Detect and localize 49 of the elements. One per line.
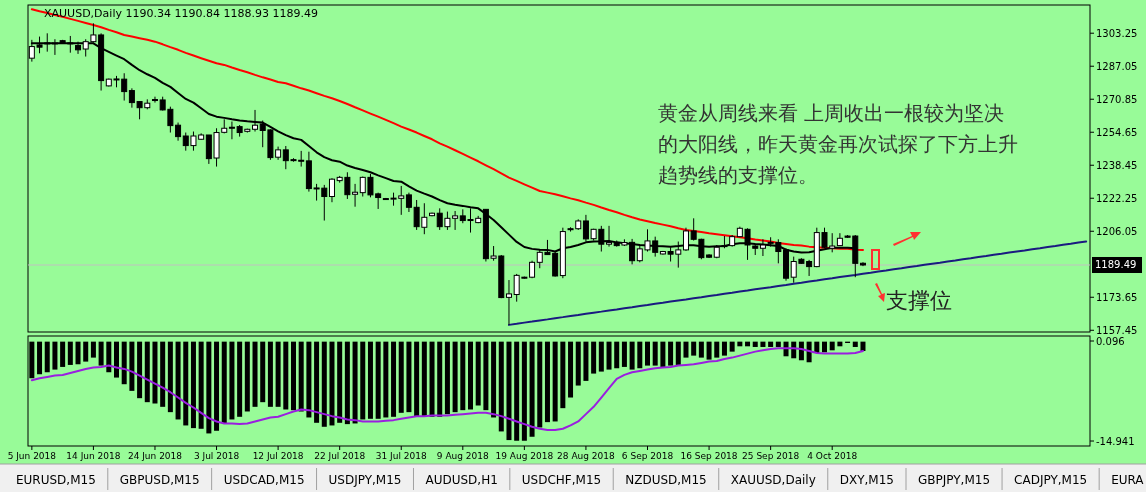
text: USDJPY,M15: [328, 473, 402, 487]
x-tick-label: 5 Jun 2018: [7, 451, 57, 461]
y-tick-label: -14.941: [1096, 435, 1135, 447]
text: DXY,M15: [839, 473, 894, 487]
candlestick: [606, 225, 613, 248]
x-tick-label: 19 Aug 2018: [495, 451, 554, 461]
x-tick-label: 12 Jul 2018: [252, 451, 304, 461]
text: NZDUSD,M15: [625, 473, 707, 487]
text: USDCHF,M15: [521, 473, 602, 487]
line-series: [30, 347, 864, 432]
y-tick-label: 1254.65: [1096, 126, 1138, 138]
text: CADJPY,M15: [1014, 473, 1088, 487]
y-tick-label: 1206.05: [1096, 225, 1138, 237]
x-tick-label: 16 Sep 2018: [680, 451, 738, 461]
x-tick-label: 28 Aug 2018: [557, 451, 616, 461]
text: GBPJPY,M15: [918, 473, 991, 487]
text: EURA: [1111, 473, 1145, 487]
x-tick-label: 31 Jul 2018: [375, 451, 427, 461]
y-tick-label: 1173.65: [1096, 291, 1138, 303]
annotation: 黄金从周线来看 上周收出一根较为坚决: [658, 101, 1005, 125]
y-tick-label: 1238.45: [1096, 159, 1138, 171]
candlestick: [151, 96, 158, 104]
text: EURUSD,M15: [16, 473, 96, 487]
candlestick: [252, 109, 259, 133]
candlestick: [505, 279, 512, 326]
x-tick-label: 24 Jun 2018: [127, 451, 183, 461]
ref-line-label: 1189.49: [1095, 259, 1137, 271]
y-tick-label: 0.096: [1096, 335, 1125, 347]
y-tick-label: 1270.85: [1096, 93, 1138, 105]
line-series: [507, 240, 1088, 326]
text: GBPUSD,M15: [119, 473, 200, 487]
x-tick-label: 22 Jul 2018: [314, 451, 366, 461]
x-tick-label: 6 Sep 2018: [621, 451, 674, 461]
text: XAUUSD,Daily: [730, 473, 816, 487]
annotation: 趋势线的支撑位。: [658, 163, 818, 187]
y-tick-label: 1157.45: [1096, 324, 1138, 336]
text: AUDUSD,H1: [425, 473, 498, 487]
y-tick-label: 1222.25: [1096, 192, 1138, 204]
y-tick-label: 1303.25: [1096, 27, 1138, 39]
x-tick-label: 14 Jun 2018: [66, 451, 121, 461]
x-tick-label: 4 Oct 2018: [807, 451, 858, 461]
y-tick-label: 1287.05: [1096, 60, 1138, 72]
annotation: 支撑位: [886, 288, 952, 313]
x-tick-label: 3 Jul 2018: [193, 451, 240, 461]
x-tick-label: 9 Aug 2018: [436, 451, 490, 461]
text: USDCAD,M15: [223, 473, 305, 487]
annotation: 的大阳线，昨天黄金再次试探了下方上升: [658, 132, 1018, 156]
x-tick-label: 25 Sep 2018: [742, 451, 800, 461]
candlestick: [328, 177, 335, 203]
